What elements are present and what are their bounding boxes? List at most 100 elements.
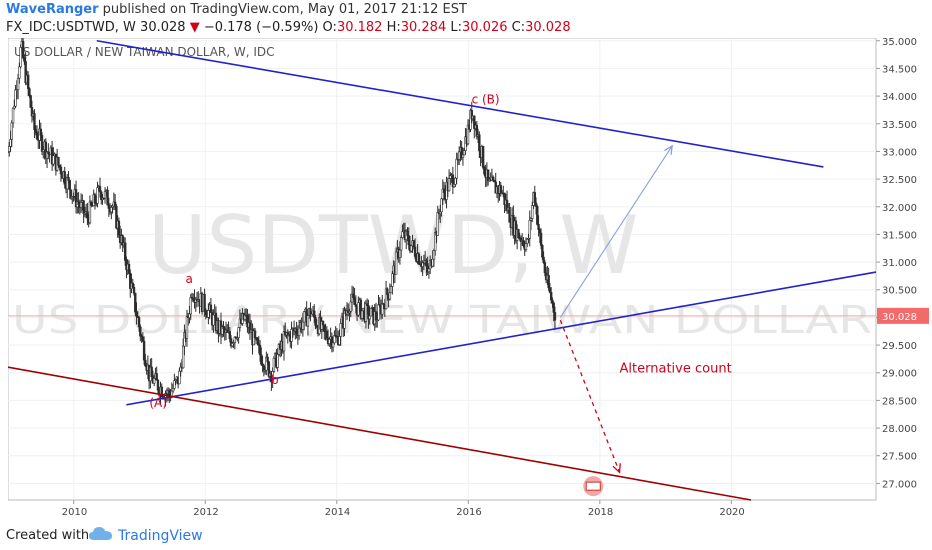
chart-title: US DOLLAR / NEW TAIWAN DOLLAR, W, IDC: [14, 45, 275, 59]
candle-body: [543, 262, 547, 274]
y-tick-label: 32.000: [882, 203, 917, 214]
candle-body: [549, 291, 553, 301]
candle-body: [107, 204, 111, 209]
high-label: H:: [386, 20, 401, 35]
candle-body: [141, 336, 145, 342]
candle-body: [491, 176, 495, 181]
candle-body: [352, 293, 355, 299]
candle-body: [517, 229, 520, 239]
candle-body: [522, 240, 525, 247]
candle-body: [11, 107, 15, 124]
candle-body: [150, 366, 153, 378]
candle-body: [431, 258, 434, 267]
candle-body: [113, 201, 117, 207]
candle-body: [399, 237, 403, 251]
candle-body: [98, 186, 102, 193]
down-arrow-icon: ▼: [189, 20, 200, 35]
low-label: L:: [450, 20, 462, 35]
cloud-logo-icon: [88, 525, 114, 547]
chart-area[interactable]: USDTWD, W US DOLLAR / NEW TAIWAN DOLLAR US…: [6, 37, 930, 518]
y-tick-label: 34.500: [882, 64, 917, 75]
candle-body: [77, 201, 80, 205]
open-value: 30.182: [336, 20, 383, 35]
candle-body: [524, 243, 528, 250]
candle-body: [253, 330, 257, 339]
candle-body: [203, 293, 206, 312]
candle-body: [10, 122, 13, 140]
candle-body: [349, 301, 352, 312]
candle-body: [66, 177, 69, 190]
annotation-label: Alternative count: [620, 362, 732, 377]
symbol-name: FX_IDC:USDTWD,: [6, 20, 119, 35]
close-value: 30.028: [525, 20, 571, 35]
candle-body: [155, 373, 158, 381]
candle-body: [452, 183, 456, 188]
candle-body: [68, 180, 71, 191]
candle-body: [534, 202, 538, 207]
candle-body: [389, 286, 393, 294]
candle-body: [132, 287, 136, 294]
candle-body: [531, 205, 534, 219]
y-tick-label: 27.500: [882, 452, 917, 463]
candle-body: [93, 194, 97, 204]
tradingview-brand[interactable]: TradingView: [118, 528, 203, 544]
price-change: −0.178 (−0.59%): [203, 20, 319, 35]
candle-body: [160, 386, 163, 397]
candle-body: [204, 310, 208, 316]
candle-body: [483, 167, 486, 175]
candle-body: [470, 110, 473, 120]
candle-body: [338, 336, 341, 345]
candle-body: [481, 145, 485, 168]
candle-body: [321, 321, 325, 326]
candle-body: [171, 387, 175, 392]
projection-down-line: [559, 319, 621, 473]
footer: Created with TradingView: [0, 520, 932, 550]
candle-body: [276, 354, 279, 368]
interval: W: [123, 20, 136, 35]
candle-body: [88, 201, 92, 224]
candle-body: [407, 235, 410, 246]
candle-body: [26, 74, 30, 89]
candle-body: [82, 200, 85, 214]
candle-body: [222, 326, 225, 330]
candle-body: [33, 113, 36, 130]
candle-body: [377, 304, 380, 321]
candle-body: [369, 308, 373, 317]
last-price: 30.028: [140, 20, 186, 35]
candle-body: [207, 310, 210, 318]
candle-body: [328, 339, 331, 344]
candle-body: [323, 324, 326, 332]
candle-body: [185, 316, 189, 339]
candle-body: [209, 304, 213, 313]
candle-body: [106, 189, 109, 206]
upper-channel-line: [96, 39, 824, 168]
candle-body: [359, 299, 363, 319]
y-tick-label: 33.000: [882, 147, 917, 158]
x-tick-label: 2020: [719, 507, 744, 518]
y-tick-label: 31.500: [882, 230, 917, 241]
candle-body: [57, 156, 60, 166]
candle-body: [302, 311, 306, 323]
candle-body: [306, 315, 310, 327]
candle-body: [394, 251, 398, 275]
high-value: 30.284: [400, 20, 447, 35]
arrow-up-icon: [664, 144, 673, 155]
candle-body: [417, 253, 421, 265]
candle-body: [331, 342, 335, 348]
author-link[interactable]: WaveRanger: [6, 2, 99, 17]
close-label: C:: [511, 20, 526, 35]
candle-body: [486, 169, 490, 182]
candle-body: [79, 202, 83, 208]
candle-body: [8, 146, 11, 152]
candle-body: [548, 287, 552, 293]
candle-body: [103, 191, 107, 199]
candle-body: [152, 378, 156, 384]
candle-body: [233, 336, 237, 343]
candle-body: [539, 232, 543, 246]
candle-body: [59, 166, 63, 175]
price-chart[interactable]: USDTWD, WUS DOLLAR / NEW TAIWAN DOLLARUS…: [6, 37, 930, 518]
us-flag-icon-inner: [585, 481, 601, 491]
y-tick-label: 34.000: [882, 92, 917, 103]
candle-body: [314, 317, 317, 326]
annotation-label: (A): [149, 396, 167, 410]
